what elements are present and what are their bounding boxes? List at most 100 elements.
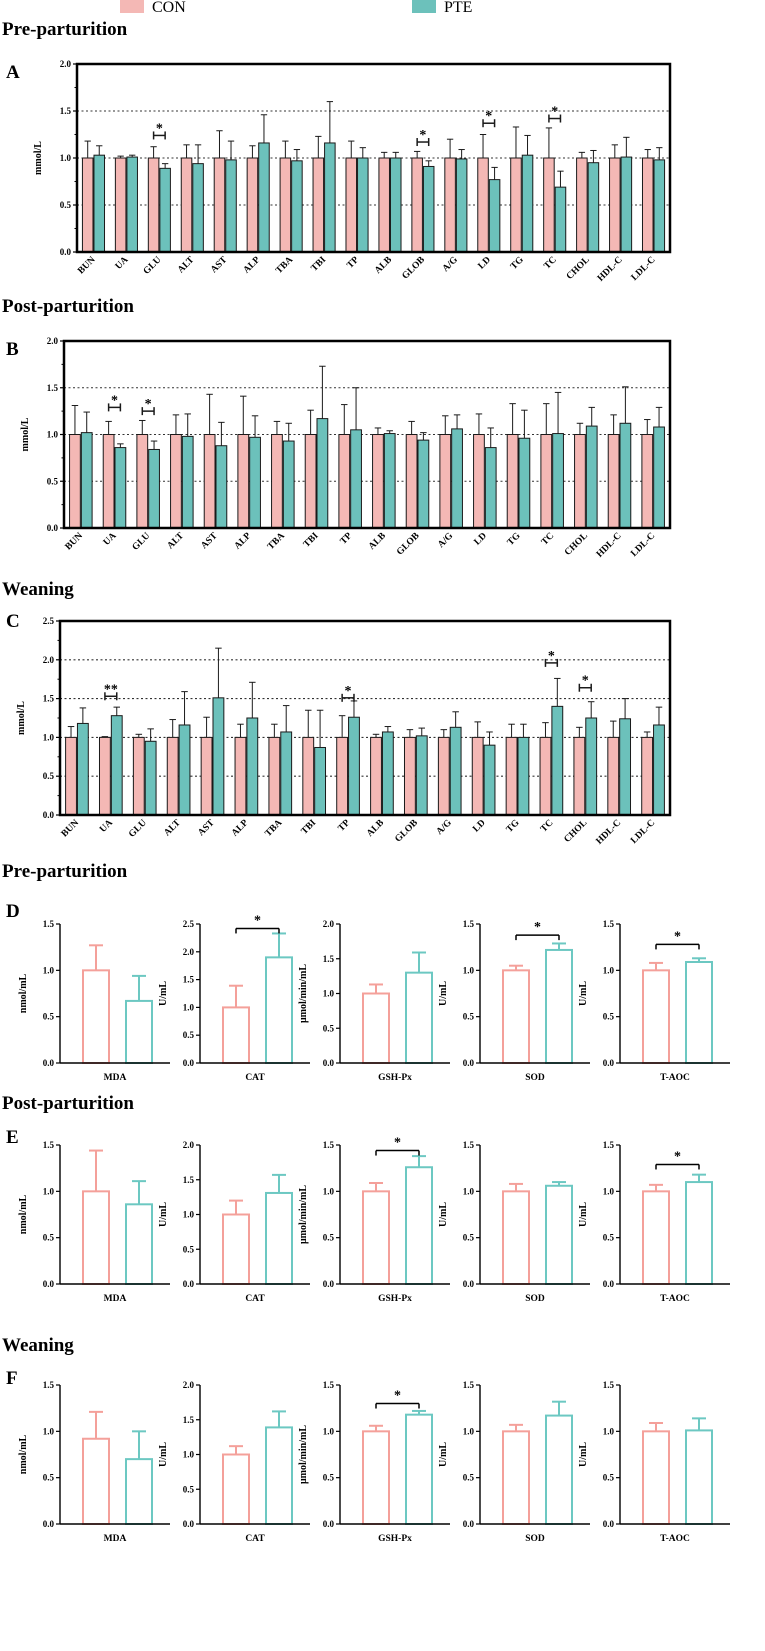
bar-con-alb bbox=[370, 736, 382, 816]
charts: BUN UA GLU ALT AST ALP TBA TBI TP ALB GLOB A/G LD TG T… bbox=[16, 59, 730, 1544]
bar-pte-alt bbox=[178, 724, 191, 816]
tick-label-cat: CAT bbox=[245, 1534, 265, 1544]
bar-pte-alp bbox=[249, 436, 261, 529]
bar-con-alp bbox=[234, 736, 247, 816]
bar-pte-ldl-c bbox=[653, 159, 666, 253]
bar-con-a-g bbox=[439, 434, 452, 529]
significance-label: ** bbox=[104, 682, 118, 697]
panel-letter-a: A bbox=[6, 62, 20, 83]
tick-label-mda: MDA bbox=[104, 1073, 127, 1083]
bar-pte-alb bbox=[381, 731, 394, 816]
bar-pte-a-g bbox=[451, 428, 463, 529]
tick-label-ast: AST bbox=[196, 818, 217, 839]
bar-con-ld bbox=[477, 157, 489, 253]
bar-pte-glu bbox=[144, 740, 157, 816]
y-tick-label: 1.0 bbox=[47, 430, 59, 440]
tick-label-glob: GLOB bbox=[401, 255, 428, 282]
y-tick-label: 1.0 bbox=[183, 1210, 195, 1220]
bar-con-a-g bbox=[444, 157, 456, 253]
significance-label: * bbox=[394, 1389, 401, 1404]
tick-label-sod: SOD bbox=[525, 1073, 545, 1083]
chart-panel-e2: 0.0 0.5 1.0 1.5 2.0 CAT U/mL bbox=[158, 1140, 310, 1304]
tick-label-ast: AST bbox=[199, 531, 220, 552]
bar-pte-bun bbox=[93, 154, 106, 253]
bar-con-bun bbox=[69, 434, 81, 529]
y-tick-label: 1.0 bbox=[43, 1186, 55, 1196]
y-tick-label: 0.5 bbox=[43, 1233, 55, 1243]
significance-label: * bbox=[156, 121, 163, 136]
y-tick-label: 1.5 bbox=[47, 383, 59, 393]
bar-con-cat bbox=[222, 1006, 250, 1065]
tick-label-alt: ALT bbox=[176, 255, 197, 276]
bar-pte-ast bbox=[212, 697, 225, 816]
y-axis-label: U/mL bbox=[158, 1442, 169, 1467]
bar-con-ast bbox=[213, 157, 226, 253]
bar-pte-t-aoc bbox=[685, 1181, 713, 1285]
bar-con-cat bbox=[222, 1453, 250, 1525]
bar-con-tg bbox=[506, 434, 519, 529]
bar-con-ast bbox=[200, 736, 213, 816]
bar-con-tbi bbox=[304, 434, 317, 529]
bar-pte-sod bbox=[545, 1414, 573, 1525]
bar-pte-alb bbox=[383, 433, 396, 529]
section-title-post-parturition: Post-parturition bbox=[2, 296, 134, 317]
bar-pte-ast bbox=[215, 445, 228, 529]
bar-con-tc bbox=[543, 157, 555, 253]
bar-con-tp bbox=[338, 434, 351, 529]
chart-panel-d4: * 0.0 0.5 1.0 1.5 SOD U/mL bbox=[438, 919, 590, 1083]
bar-con-alp bbox=[246, 157, 259, 253]
bar-con-gsh-px bbox=[362, 1430, 390, 1526]
bar-con-glob bbox=[411, 157, 423, 253]
bar-pte-tg bbox=[518, 437, 531, 529]
tick-label-alb: ALB bbox=[367, 531, 388, 552]
y-tick-label: 2.0 bbox=[183, 947, 195, 957]
tick-label-t-aoc: T-AOC bbox=[660, 1073, 690, 1083]
y-tick-label: 0.0 bbox=[43, 1279, 55, 1289]
bar-pte-gsh-px bbox=[405, 971, 433, 1065]
y-tick-label: 1.5 bbox=[603, 1380, 615, 1390]
bar-con-sod bbox=[502, 1190, 530, 1286]
significance-label: * bbox=[345, 684, 352, 699]
bar-con-t-aoc bbox=[642, 1430, 670, 1526]
tick-label-tba: TBA bbox=[266, 531, 287, 552]
y-tick-label: 0.5 bbox=[183, 1484, 195, 1494]
y-tick-label: 1.5 bbox=[60, 106, 72, 116]
bar-pte-tbi bbox=[314, 746, 327, 816]
bar-pte-tbi bbox=[324, 142, 336, 253]
chart-panel-b: BUN UA GLU ALT AST ALP TBA TBI TP ALB GLOB A/G LD TG T… bbox=[20, 336, 672, 560]
y-axis-label: U/mL bbox=[438, 1442, 449, 1467]
y-tick-label: 1.5 bbox=[603, 919, 615, 929]
chart-panel-d3: 0.0 0.5 1.0 1.5 2.0 GSH-Px μmol/min/mL bbox=[298, 919, 450, 1083]
bar-con-alt bbox=[170, 434, 182, 529]
y-tick-label: 2.0 bbox=[183, 1380, 195, 1390]
bar-pte-glob bbox=[417, 439, 430, 529]
bar-pte-tp bbox=[350, 429, 362, 529]
tick-label-alp: ALP bbox=[233, 531, 254, 552]
tick-label-gsh-px: GSH-Px bbox=[378, 1073, 412, 1083]
y-axis-label: μmol/min/mL bbox=[298, 964, 309, 1023]
y-tick-label: 0.5 bbox=[43, 771, 55, 781]
bar-con-sod bbox=[502, 969, 530, 1064]
tick-label-ldl-c: LDL-C bbox=[629, 818, 657, 846]
y-tick-label: 1.0 bbox=[463, 965, 475, 975]
significance-label: * bbox=[548, 649, 555, 664]
y-tick-label: 0.0 bbox=[323, 1519, 335, 1529]
tick-label-ua: UA bbox=[114, 255, 131, 272]
bar-pte-tba bbox=[280, 731, 293, 816]
bar-pte-glu bbox=[159, 167, 171, 253]
bar-con-glob bbox=[403, 736, 416, 816]
bar-con-alb bbox=[372, 434, 384, 529]
bar-pte-alp bbox=[246, 717, 259, 816]
bar-con-hdl-c bbox=[607, 434, 620, 529]
y-tick-label: 1.0 bbox=[603, 1426, 615, 1436]
bar-con-ua bbox=[102, 434, 115, 529]
chart-panel-c: BUN UA GLU ALT AST ALP TBA TBI TP ALB GLOB A/G LD TG T… bbox=[16, 616, 672, 847]
y-tick-label: 0.0 bbox=[183, 1058, 195, 1068]
bar-con-gsh-px bbox=[362, 992, 390, 1064]
legend-label-con: CON bbox=[152, 0, 186, 16]
tick-label-hdl-c: HDL-C bbox=[595, 818, 624, 847]
bar-con-bun bbox=[65, 736, 77, 816]
y-tick-label: 1.0 bbox=[183, 1002, 195, 1012]
bar-con-ld bbox=[471, 736, 484, 816]
bar-con-tg bbox=[505, 736, 518, 816]
